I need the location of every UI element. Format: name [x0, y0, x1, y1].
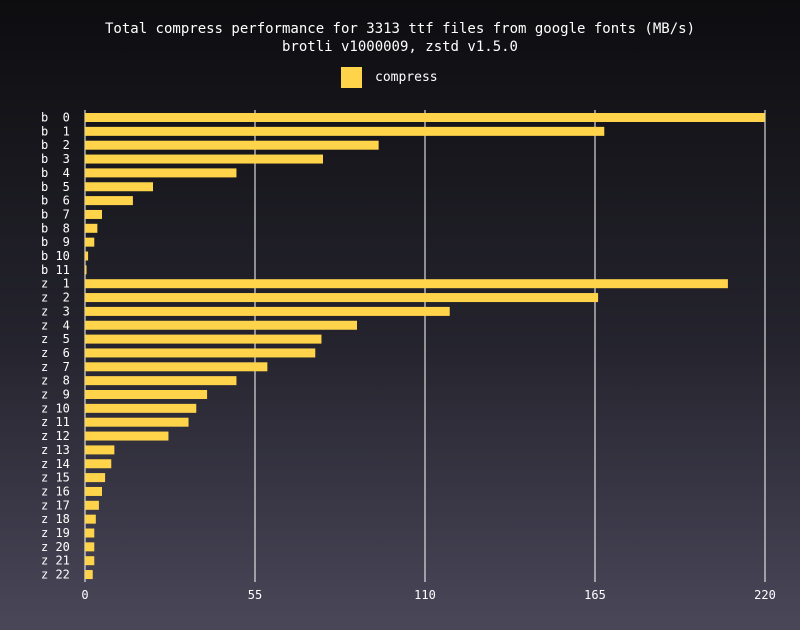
- bar: [85, 237, 95, 247]
- y-tick-label: b 0: [41, 111, 70, 125]
- legend-swatch-compress: [341, 66, 362, 88]
- bar: [85, 431, 169, 441]
- y-tick-label: z 13: [41, 443, 70, 457]
- bar: [85, 528, 95, 538]
- y-tick-label: z 14: [41, 457, 70, 471]
- y-tick-label: b 6: [41, 194, 70, 208]
- bar: [85, 362, 268, 372]
- bar: [85, 486, 102, 496]
- bar: [85, 390, 208, 399]
- bar: [85, 126, 605, 136]
- y-tick-label: b 9: [41, 235, 70, 249]
- y-tick-label: z 6: [41, 346, 70, 360]
- bar: [85, 293, 599, 303]
- y-tick-label: b 11: [41, 263, 70, 277]
- x-axis-tick-labels: 0 55 110 165 220: [81, 588, 775, 602]
- bar: [85, 556, 95, 566]
- y-axis-labels: b 0b 1b 2b 3b 4b 5b 6b 7b 8b 9b 10b 11z …: [41, 111, 70, 582]
- bar: [85, 376, 237, 386]
- bar: [85, 403, 197, 413]
- legend-label-compress: compress: [375, 69, 438, 85]
- bars: [85, 113, 765, 580]
- gridlines: [84, 110, 766, 582]
- y-tick-label: z 22: [41, 568, 70, 582]
- x-tick-label: 110: [414, 588, 436, 602]
- legend: compress: [341, 66, 438, 88]
- x-tick-label: 55: [248, 588, 262, 602]
- bar: [85, 196, 133, 206]
- y-tick-label: b 1: [41, 124, 70, 138]
- y-tick-label: z 4: [41, 318, 70, 332]
- y-tick-label: b 3: [41, 152, 70, 166]
- bar: [85, 140, 379, 150]
- x-tick-label: 165: [584, 588, 606, 602]
- bar: [85, 542, 95, 552]
- bar: [85, 279, 728, 289]
- y-tick-label: z 12: [41, 429, 70, 443]
- bar: [85, 182, 153, 192]
- y-tick-label: b 2: [41, 138, 70, 152]
- bar: [85, 348, 316, 358]
- bar: [85, 445, 115, 455]
- y-tick-label: z 17: [41, 498, 70, 512]
- chart-subtitle: brotli v1000009, zstd v1.5.0: [281, 39, 518, 55]
- y-tick-label: z 16: [41, 484, 70, 498]
- bar: [85, 154, 323, 164]
- y-tick-label: z 3: [41, 304, 70, 318]
- bar: [85, 334, 322, 344]
- chart-title-block: Total compress performance for 3313 ttf …: [0, 20, 800, 56]
- y-tick-label: b 8: [41, 221, 70, 235]
- y-tick-label: b 10: [41, 249, 70, 263]
- y-tick-label: z 18: [41, 512, 70, 526]
- chart-title: Total compress performance for 3313 ttf …: [104, 21, 695, 37]
- y-tick-label: z 2: [41, 291, 70, 305]
- y-tick-label: b 7: [41, 207, 70, 221]
- bar: [85, 265, 87, 275]
- y-tick-label: b 5: [41, 180, 70, 194]
- bar: [85, 320, 357, 330]
- bar: [85, 500, 99, 510]
- x-tick-label: 0: [81, 588, 88, 602]
- y-tick-label: z 10: [41, 401, 70, 415]
- bar: [85, 473, 106, 483]
- bar: [85, 113, 765, 122]
- y-tick-label: z 15: [41, 471, 70, 485]
- y-tick-label: z 8: [41, 374, 70, 388]
- x-tick-label: 220: [754, 588, 776, 602]
- bar: [85, 223, 98, 233]
- y-tick-label: z 19: [41, 526, 70, 540]
- bar: [85, 570, 93, 580]
- y-tick-label: z 21: [41, 554, 70, 568]
- bar: [85, 306, 450, 316]
- y-tick-label: z 20: [41, 540, 70, 554]
- bar: [85, 514, 96, 524]
- y-tick-label: z 5: [41, 332, 70, 346]
- y-tick-label: z 9: [41, 388, 70, 402]
- y-tick-label: z 7: [41, 360, 70, 374]
- bar: [85, 168, 237, 178]
- y-tick-label: z 11: [41, 415, 70, 429]
- y-tick-label: z 1: [41, 277, 70, 291]
- bar: [85, 417, 189, 427]
- y-tick-label: b 4: [41, 166, 70, 180]
- bar: [85, 251, 89, 261]
- bar: [85, 459, 112, 469]
- bar: [85, 209, 102, 219]
